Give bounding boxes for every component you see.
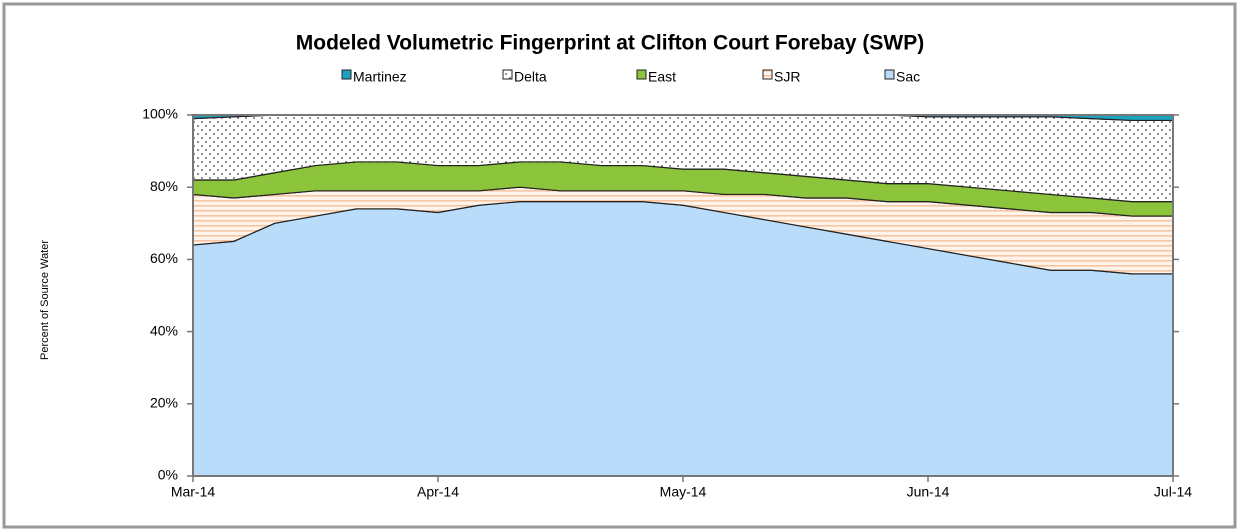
legend-swatch <box>884 69 895 80</box>
y-tick-label: 20% <box>150 395 178 411</box>
y-tick-label: 60% <box>150 250 178 266</box>
x-tick-label: Jul-14 <box>1154 484 1192 500</box>
legend-swatch <box>502 69 513 80</box>
legend-label: East <box>648 69 676 85</box>
legend-swatch <box>762 69 773 80</box>
legend-label: Martinez <box>353 69 407 85</box>
x-tick-label: May-14 <box>660 484 707 500</box>
x-tick-label: Jun-14 <box>907 484 950 500</box>
legend-swatch <box>636 69 647 80</box>
chart-title: Modeled Volumetric Fingerprint at Clifto… <box>296 32 924 55</box>
y-tick-label: 100% <box>142 106 178 122</box>
x-tick-label: Apr-14 <box>417 484 459 500</box>
x-tick-label: Mar-14 <box>171 484 216 500</box>
y-tick-label: 0% <box>158 467 178 483</box>
legend-label: Sac <box>896 69 920 85</box>
legend-swatch <box>341 69 352 80</box>
legend-label: Delta <box>514 69 547 85</box>
y-tick-label: 80% <box>150 178 178 194</box>
y-axis-label: Percent of Source Water <box>39 240 51 360</box>
legend-label: SJR <box>774 69 800 85</box>
y-tick-label: 40% <box>150 322 178 338</box>
